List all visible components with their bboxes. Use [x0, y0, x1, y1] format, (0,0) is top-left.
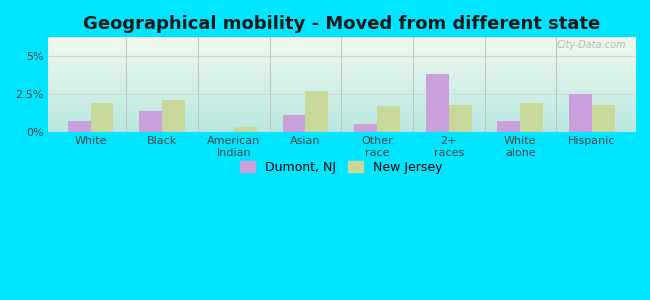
Bar	[306, 91, 328, 132]
Bar	[68, 121, 90, 132]
Bar	[283, 115, 306, 132]
Bar	[139, 111, 162, 132]
Legend: Dumont, NJ, New Jersey: Dumont, NJ, New Jersey	[235, 156, 448, 178]
Bar	[426, 74, 448, 132]
Bar	[354, 124, 377, 132]
Bar	[569, 94, 592, 132]
Bar	[497, 121, 521, 132]
Bar	[234, 128, 257, 132]
Bar	[592, 105, 615, 132]
Bar	[448, 105, 472, 132]
Title: Geographical mobility - Moved from different state: Geographical mobility - Moved from diffe…	[83, 15, 600, 33]
Bar	[90, 103, 114, 132]
Bar	[162, 100, 185, 132]
Bar	[377, 106, 400, 132]
Text: City-Data.com: City-Data.com	[556, 40, 626, 50]
Bar	[521, 103, 543, 132]
